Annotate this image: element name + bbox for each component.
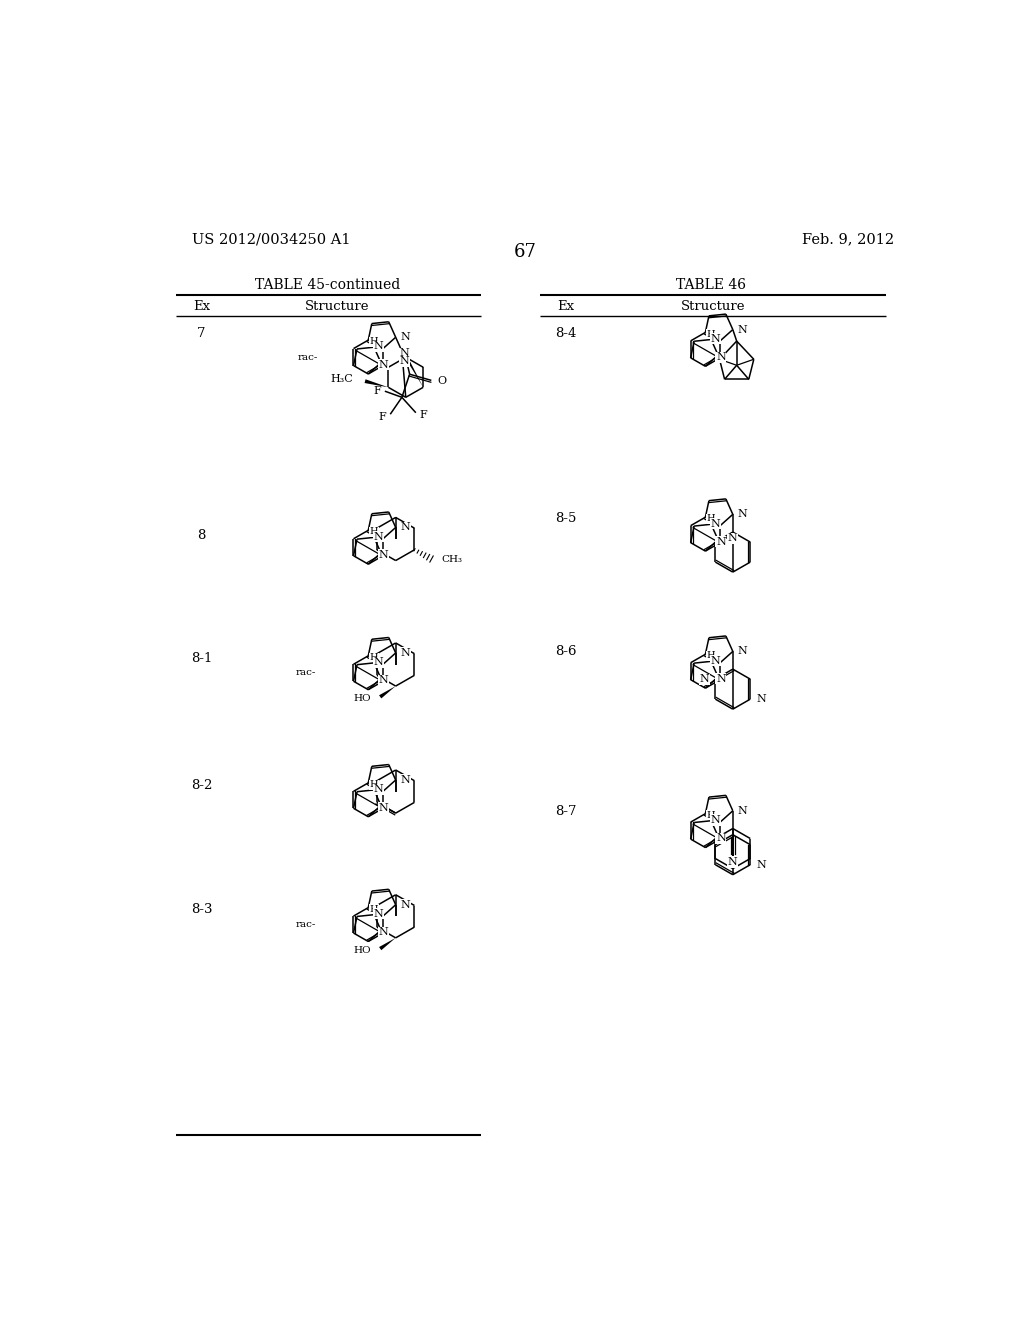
Text: N: N	[379, 803, 389, 813]
Text: N: N	[374, 784, 384, 795]
Text: H: H	[707, 515, 716, 524]
Text: 8-5: 8-5	[555, 512, 577, 525]
Text: N: N	[728, 533, 737, 544]
Text: F: F	[379, 412, 386, 421]
Text: N: N	[728, 858, 737, 867]
Text: N: N	[757, 859, 766, 870]
Text: 8: 8	[198, 529, 206, 543]
Text: N: N	[399, 356, 409, 366]
Text: Ex: Ex	[194, 300, 210, 313]
Text: F: F	[420, 411, 427, 420]
Text: HO: HO	[353, 945, 371, 954]
Text: N: N	[379, 676, 389, 685]
Text: N: N	[716, 675, 726, 684]
Text: H: H	[370, 338, 378, 346]
Polygon shape	[379, 937, 395, 950]
Text: N: N	[400, 648, 410, 657]
Text: rac-: rac-	[296, 668, 316, 677]
Text: 7: 7	[198, 327, 206, 341]
Text: N: N	[737, 325, 748, 334]
Text: Feb. 9, 2012: Feb. 9, 2012	[802, 232, 894, 247]
Text: F: F	[373, 387, 381, 396]
Text: HO: HO	[353, 694, 371, 702]
Text: N: N	[737, 647, 748, 656]
Text: Structure: Structure	[305, 300, 370, 313]
Text: CH₃: CH₃	[441, 554, 463, 564]
Text: N: N	[379, 550, 389, 560]
Text: N: N	[711, 656, 721, 665]
Text: 8-1: 8-1	[190, 652, 212, 665]
Polygon shape	[379, 686, 395, 698]
Text: 8-6: 8-6	[555, 644, 577, 657]
Text: N: N	[711, 519, 721, 528]
Text: 8-2: 8-2	[190, 779, 212, 792]
Text: N: N	[728, 857, 737, 867]
Text: H: H	[370, 653, 378, 663]
Text: Structure: Structure	[681, 300, 745, 313]
Text: N: N	[379, 360, 389, 370]
Text: TABLE 46: TABLE 46	[676, 279, 745, 293]
Text: N: N	[711, 334, 721, 343]
Text: N: N	[400, 333, 410, 342]
Text: N: N	[374, 342, 384, 351]
Text: N: N	[711, 814, 721, 825]
Text: N: N	[400, 523, 410, 532]
Text: N: N	[374, 657, 384, 667]
Text: TABLE 45-continued: TABLE 45-continued	[255, 279, 400, 293]
Text: 8-4: 8-4	[555, 327, 577, 341]
Text: N: N	[737, 510, 748, 519]
Text: N: N	[399, 348, 409, 359]
Text: N: N	[400, 900, 410, 909]
Text: H: H	[707, 810, 716, 820]
Polygon shape	[402, 351, 423, 387]
Polygon shape	[365, 379, 388, 387]
Text: N: N	[374, 909, 384, 919]
Text: H: H	[370, 780, 378, 789]
Text: N: N	[716, 833, 726, 843]
Text: 67: 67	[513, 243, 537, 261]
Text: O: O	[437, 376, 446, 387]
Text: H: H	[370, 528, 378, 536]
Text: N: N	[716, 352, 726, 362]
Text: N: N	[716, 537, 726, 546]
Text: rac-: rac-	[298, 352, 318, 362]
Text: H: H	[707, 652, 716, 660]
Text: N: N	[699, 675, 710, 684]
Text: N: N	[757, 694, 766, 704]
Text: 8-3: 8-3	[190, 903, 212, 916]
Text: Ex: Ex	[557, 300, 574, 313]
Text: rac-: rac-	[296, 920, 316, 929]
Text: H₃C: H₃C	[330, 374, 352, 384]
Text: N: N	[737, 805, 748, 816]
Text: N: N	[379, 927, 389, 937]
Text: N: N	[374, 532, 384, 541]
Text: H: H	[707, 330, 716, 339]
Text: H: H	[370, 904, 378, 913]
Text: 8-7: 8-7	[555, 805, 577, 818]
Text: N: N	[400, 775, 410, 785]
Text: US 2012/0034250 A1: US 2012/0034250 A1	[191, 232, 350, 247]
